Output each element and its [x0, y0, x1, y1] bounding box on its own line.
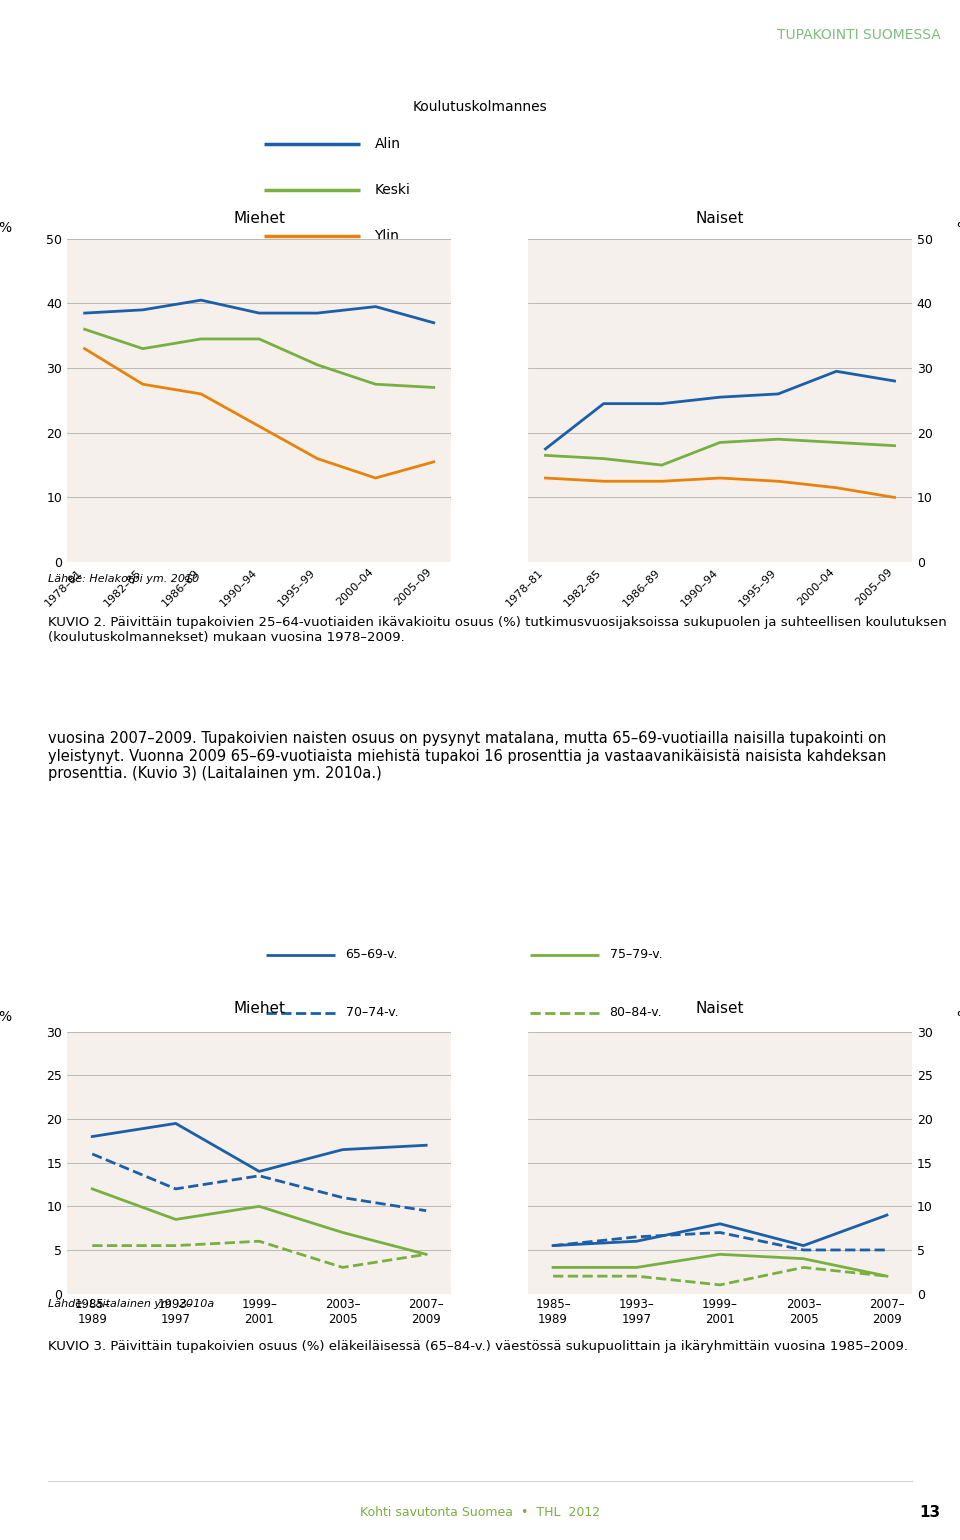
Text: Miehet: Miehet — [233, 1001, 285, 1016]
Text: Lähde: Helakorpi ym. 2010: Lähde: Helakorpi ym. 2010 — [48, 574, 200, 584]
Text: Alin: Alin — [374, 137, 400, 151]
Text: Koulutuskolmannes: Koulutuskolmannes — [413, 100, 547, 114]
Text: 70–74-v.: 70–74-v. — [346, 1006, 398, 1019]
Text: Ylin: Ylin — [374, 229, 399, 243]
Text: %: % — [0, 1010, 12, 1024]
Text: %: % — [0, 222, 12, 236]
Text: %: % — [956, 1010, 960, 1024]
Text: 65–69-v.: 65–69-v. — [346, 949, 398, 961]
Text: 13: 13 — [920, 1505, 941, 1520]
Text: Keski: Keski — [374, 183, 410, 197]
Text: TUPAKOINTI SUOMESSA: TUPAKOINTI SUOMESSA — [777, 28, 941, 42]
Text: Lähde: Laitalainen ym. 2010a: Lähde: Laitalainen ym. 2010a — [48, 1300, 214, 1309]
Text: Kohti savutonta Suomea  •  THL  2012: Kohti savutonta Suomea • THL 2012 — [360, 1506, 600, 1518]
Text: Naiset: Naiset — [696, 211, 744, 226]
Text: KUVIO 2. Päivittäin tupakoivien 25–64-vuotiaiden ikävakioitu osuus (%) tutkimusv: KUVIO 2. Päivittäin tupakoivien 25–64-vu… — [48, 616, 947, 644]
Text: 80–84-v.: 80–84-v. — [610, 1006, 662, 1019]
Text: Miehet: Miehet — [233, 211, 285, 226]
Text: %: % — [956, 222, 960, 236]
Text: Naiset: Naiset — [696, 1001, 744, 1016]
Text: vuosina 2007–2009. Tupakoivien naisten osuus on pysynyt matalana, mutta 65–69-vu: vuosina 2007–2009. Tupakoivien naisten o… — [48, 732, 886, 781]
Text: 75–79-v.: 75–79-v. — [610, 949, 662, 961]
Text: KUVIO 3. Päivittäin tupakoivien osuus (%) eläkeiläisessä (65–84-v.) väestössä su: KUVIO 3. Päivittäin tupakoivien osuus (%… — [48, 1340, 908, 1352]
